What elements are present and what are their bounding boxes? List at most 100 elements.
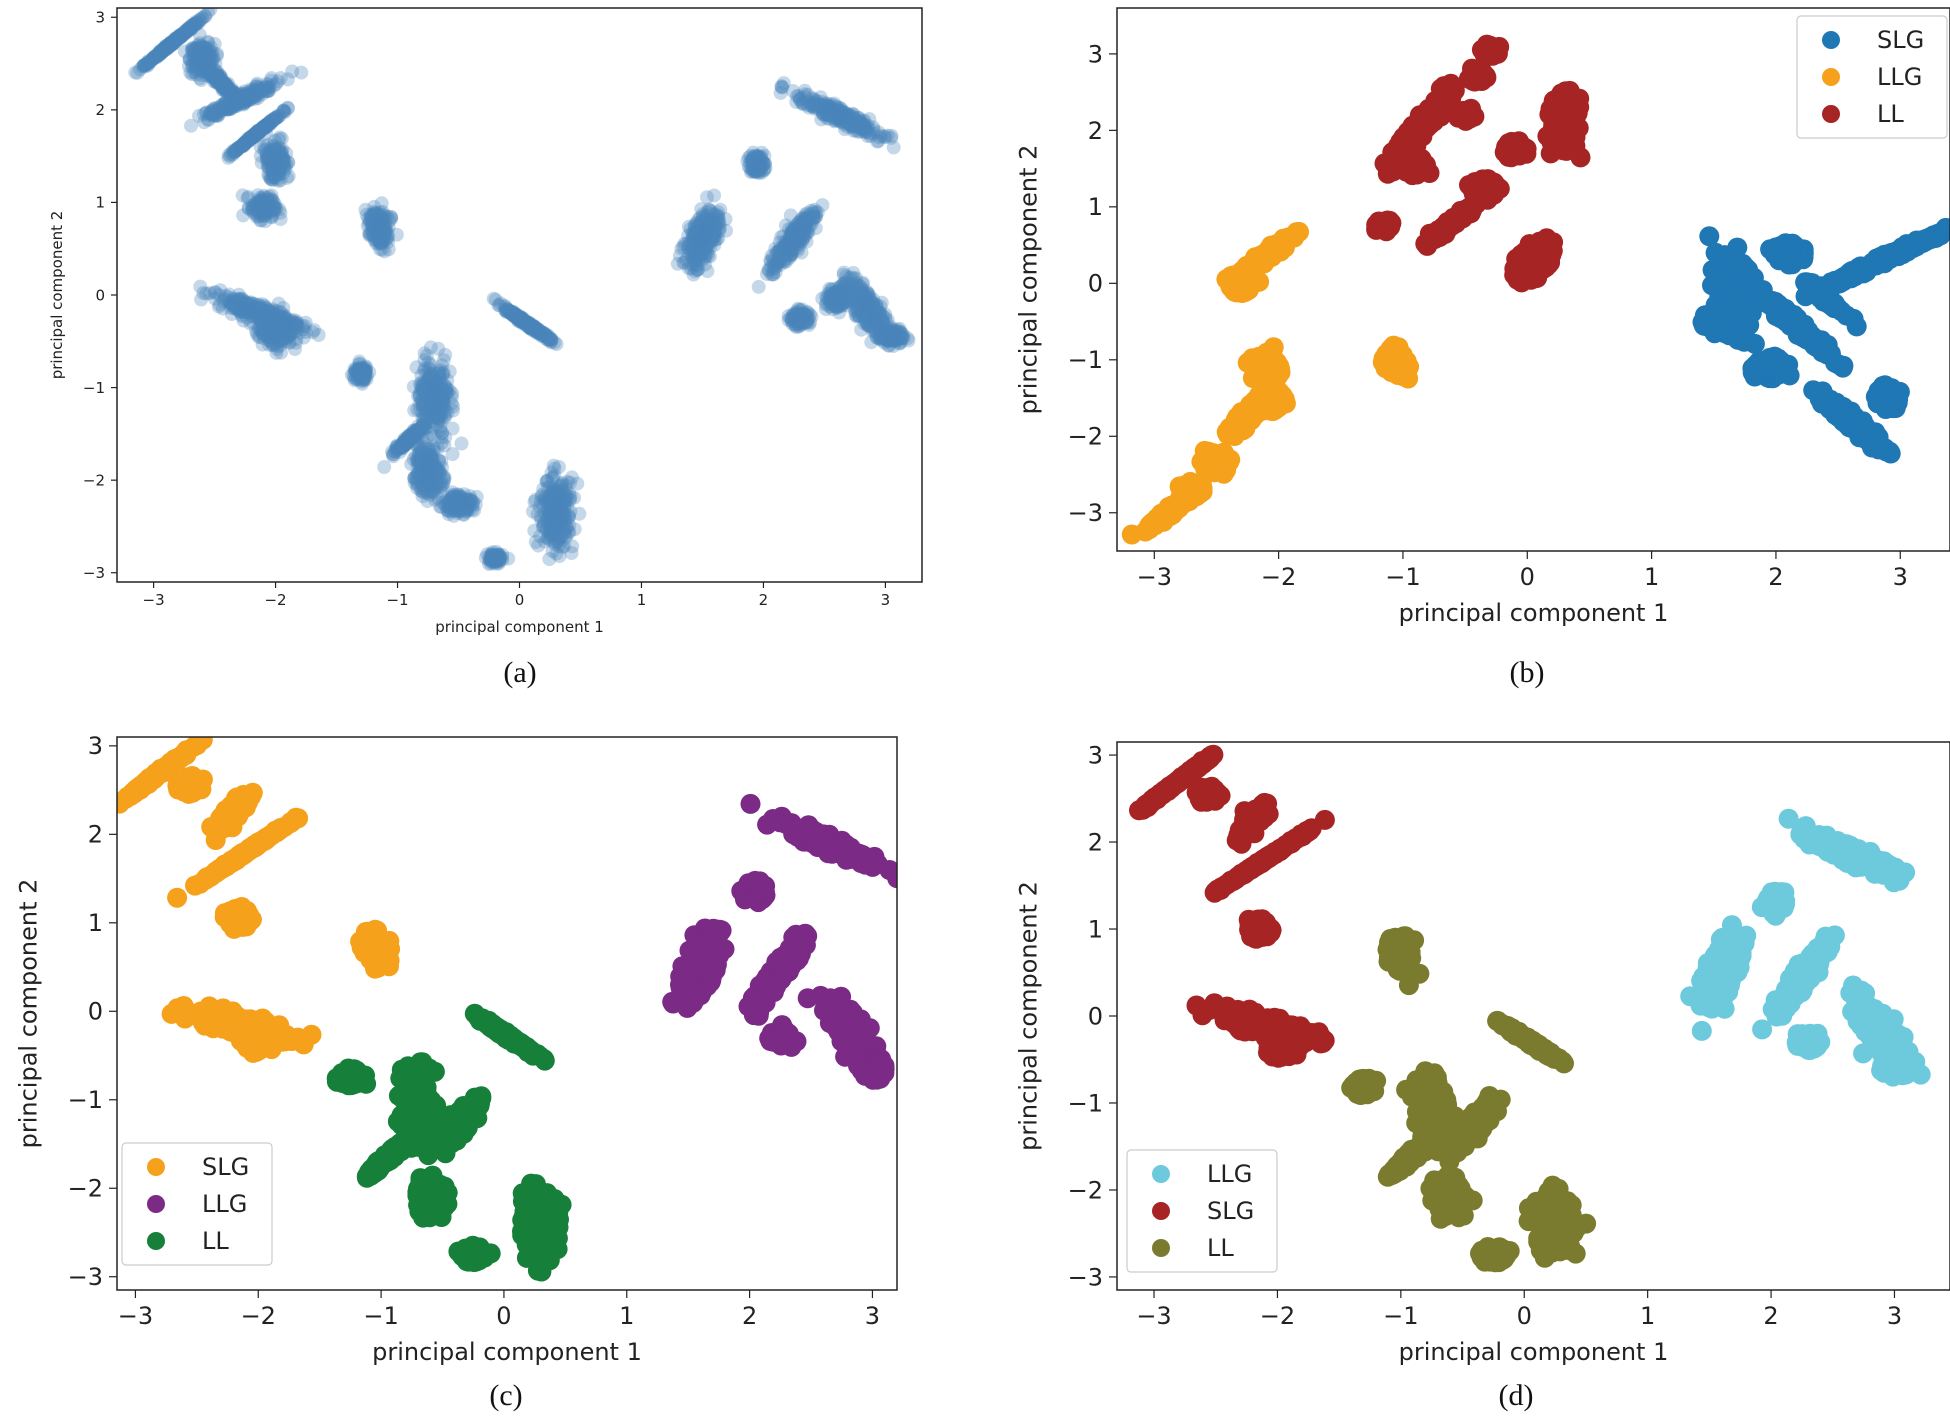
scatter-point	[506, 305, 521, 320]
scatter-point	[189, 56, 204, 70]
scatter-point	[158, 40, 173, 55]
scatter-point	[182, 21, 197, 36]
scatter-point	[815, 100, 829, 114]
scatter-point	[185, 21, 199, 36]
scatter-point	[234, 93, 249, 108]
scatter-point	[161, 40, 176, 55]
scatter-point	[183, 22, 198, 37]
scatter-point	[195, 41, 210, 56]
scatter-point	[184, 20, 199, 35]
scatter-point	[273, 173, 288, 188]
scatter-point	[276, 156, 291, 171]
scatter-point	[267, 154, 282, 168]
scatter-point	[268, 154, 283, 169]
scatter-point	[217, 81, 232, 96]
scatter-point	[274, 158, 289, 173]
scatter-point	[258, 118, 273, 133]
scatter-point	[192, 45, 207, 60]
scatter-point	[207, 68, 222, 83]
scatter-point	[218, 99, 232, 114]
scatter-point	[215, 101, 230, 116]
scatter-point	[221, 85, 236, 100]
scatter-point	[202, 60, 217, 75]
scatter-point	[262, 118, 277, 132]
scatter-point	[186, 43, 200, 58]
scatter-point	[227, 144, 242, 159]
scatter-point	[191, 53, 206, 68]
scatter-point	[229, 142, 244, 157]
scatter-point	[169, 33, 184, 48]
scatter-point	[257, 79, 272, 94]
scatter-point	[218, 78, 233, 93]
scatter-point	[224, 85, 239, 100]
scatter-point	[229, 92, 244, 107]
scatter-point	[227, 86, 242, 101]
scatter-point	[266, 162, 281, 177]
scatter-point	[238, 88, 253, 103]
scatter-point	[258, 199, 273, 214]
scatter-point	[149, 48, 164, 63]
scatter-point	[176, 26, 191, 41]
scatter-point	[268, 154, 283, 169]
scatter-point	[196, 46, 211, 61]
scatter-point	[196, 47, 211, 61]
scatter-point	[274, 154, 289, 169]
scatter-point	[226, 97, 241, 111]
scatter-point	[223, 149, 238, 164]
scatter-point	[193, 44, 208, 59]
scatter-point	[137, 58, 152, 73]
scatter-point	[228, 87, 243, 102]
scatter-point	[146, 51, 161, 66]
scatter-point	[253, 123, 268, 138]
scatter-point	[239, 135, 254, 150]
scatter-point	[230, 95, 245, 110]
scatter-point	[277, 160, 292, 175]
scatter-point	[249, 126, 264, 141]
scatter-point	[210, 67, 224, 82]
scatter-point	[213, 74, 228, 88]
scatter-point	[268, 170, 283, 185]
scatter-point	[262, 115, 277, 130]
scatter-point	[270, 172, 285, 186]
scatter-point	[204, 107, 219, 121]
scatter-point	[267, 153, 282, 168]
scatter-point	[264, 71, 279, 86]
scatter-point	[229, 98, 244, 113]
scatter-point	[159, 40, 174, 55]
scatter-point	[247, 127, 262, 142]
scatter-point	[191, 15, 206, 30]
scatter-point	[760, 267, 774, 281]
scatter-point	[211, 104, 226, 119]
scatter-point	[178, 25, 193, 39]
scatter-point	[268, 158, 282, 172]
scatter-point	[183, 21, 198, 36]
scatter-point	[719, 223, 733, 238]
scatter-point	[244, 131, 259, 146]
scatter-point	[216, 82, 231, 97]
scatter-point	[265, 150, 280, 165]
scatter-point	[160, 39, 175, 54]
scatter-point	[179, 25, 194, 39]
scatter-point	[178, 26, 193, 41]
scatter-point	[246, 89, 261, 104]
scatter-point	[152, 44, 167, 59]
scatter-point	[259, 203, 274, 218]
scatter-point	[248, 127, 263, 142]
scatter-point	[199, 46, 213, 61]
scatter-point	[235, 92, 250, 106]
scatter-point	[128, 65, 143, 80]
scatter-point	[214, 72, 229, 87]
scatter-point	[155, 43, 170, 58]
scatter-point	[267, 133, 282, 148]
scatter-point	[255, 120, 270, 135]
scatter-point	[222, 96, 237, 111]
scatter-point	[268, 153, 283, 168]
scatter-point	[163, 36, 178, 51]
scatter-point	[215, 76, 230, 91]
scatter-point	[428, 469, 443, 484]
scatter-point	[162, 37, 177, 52]
scatter-point	[384, 210, 399, 224]
scatter-point	[194, 73, 209, 87]
scatter-point	[270, 160, 285, 175]
scatter-point	[238, 135, 253, 150]
